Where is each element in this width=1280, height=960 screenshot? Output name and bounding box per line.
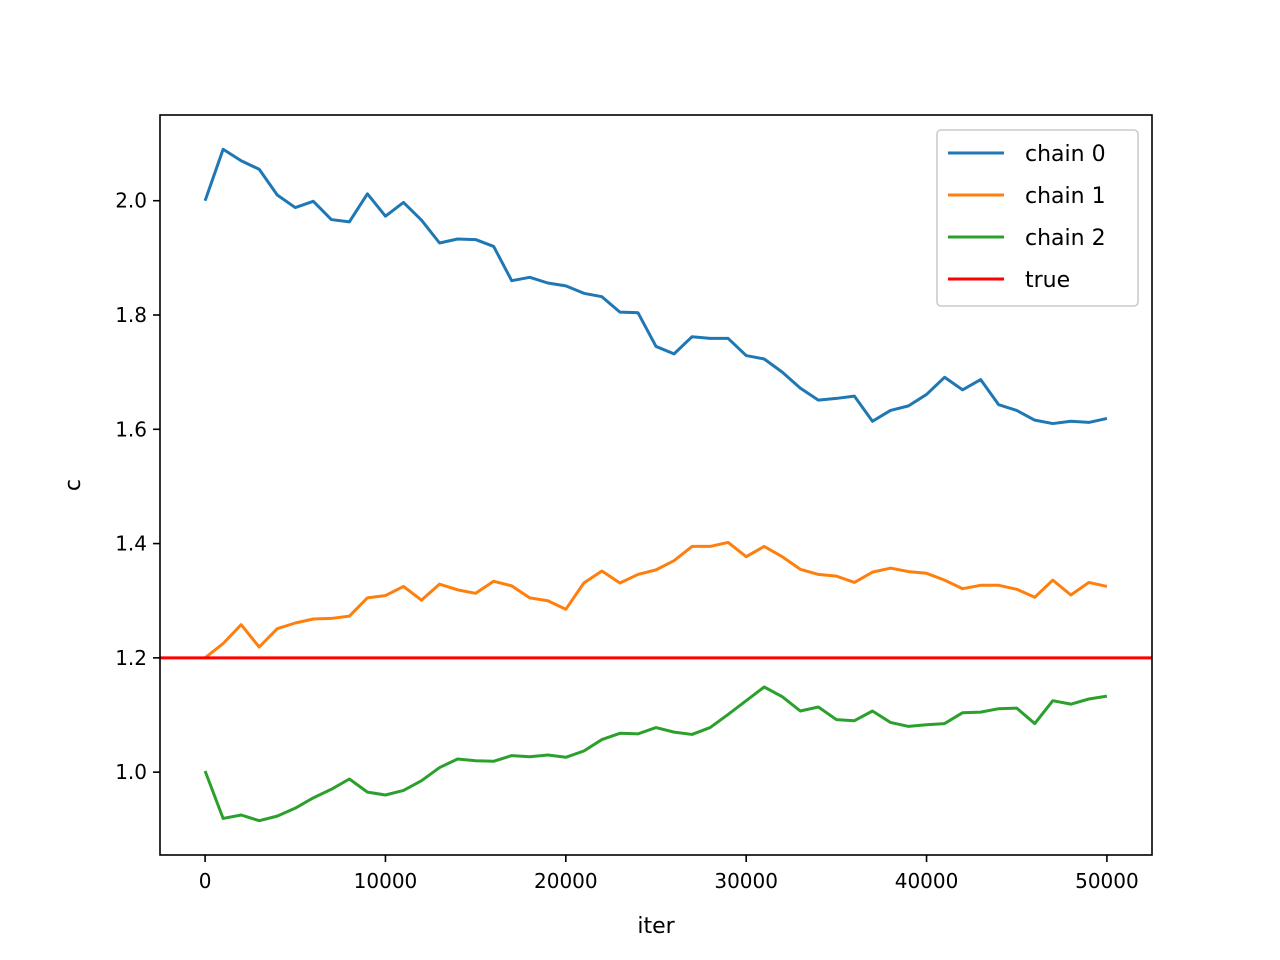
x-tick-label: 10000	[354, 869, 418, 893]
y-tick-label: 1.0	[115, 760, 147, 784]
series-line-chain-1	[204, 540, 1108, 660]
y-tick-label: 1.4	[115, 532, 147, 556]
x-tick-label: 0	[199, 869, 212, 893]
x-tick-label: 50000	[1075, 869, 1139, 893]
y-tick-label: 1.8	[115, 303, 147, 327]
x-tick-label: 40000	[895, 869, 959, 893]
legend-label: chain 2	[1025, 226, 1106, 251]
series-line-chain-0	[203, 147, 1108, 426]
y-axis: 1.0 1.2 1.4 1.6 1.8 2.0	[115, 189, 160, 784]
x-axis-title: iter	[637, 914, 675, 939]
legend-label: true	[1025, 268, 1070, 293]
y-axis-title: c	[61, 479, 86, 491]
y-tick-label: 1.6	[115, 417, 147, 441]
x-tick-label: 30000	[714, 869, 778, 893]
y-tick-label: 1.2	[115, 646, 147, 670]
plot-frame	[159, 114, 1153, 856]
x-axis: 0 10000 20000 30000 40000 50000	[199, 855, 1139, 893]
legend-box	[936, 129, 1139, 307]
x-tick-label: 20000	[534, 869, 598, 893]
series-line-chain-2	[203, 685, 1108, 823]
legend: chain 0 chain 1 chain 2 true	[936, 129, 1139, 307]
y-tick-label: 2.0	[115, 189, 147, 213]
legend-label: chain 1	[1025, 184, 1106, 209]
series-layer	[160, 147, 1152, 823]
legend-label: chain 0	[1025, 142, 1106, 167]
